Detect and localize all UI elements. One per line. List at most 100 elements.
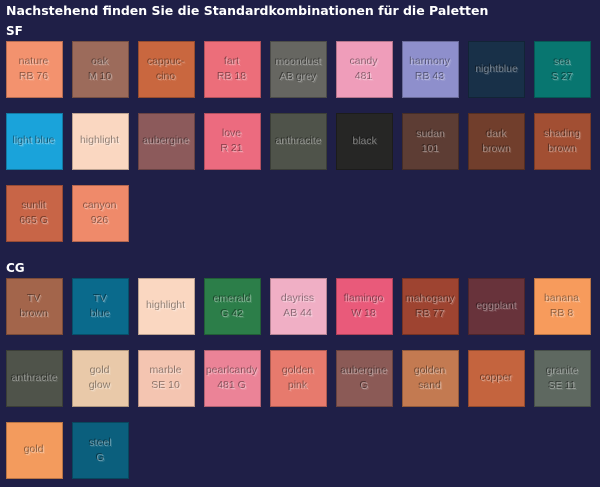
color-swatch[interactable]: banana RB 8	[534, 278, 591, 335]
color-swatch[interactable]: moondust AB grey	[270, 41, 327, 98]
swatch-label-line: TV	[27, 292, 42, 305]
color-swatch[interactable]: golden pink	[270, 350, 327, 407]
swatch-label-line: RB 76	[19, 70, 50, 83]
color-swatch[interactable]: mahogany RB 77	[402, 278, 459, 335]
color-swatch[interactable]: sudan 101	[402, 113, 459, 170]
swatch-label-line: M 10	[88, 70, 113, 83]
swatch-label-line: eggplant	[476, 300, 517, 312]
swatch-label-line: pink	[288, 379, 309, 392]
color-swatch[interactable]: black	[336, 113, 393, 170]
swatch-label-line: 665 G	[20, 214, 49, 227]
color-swatch[interactable]: canyon 926	[72, 185, 129, 242]
swatch-label-line: S 27	[551, 70, 574, 83]
color-swatch[interactable]: copper	[468, 350, 525, 407]
swatch-label-line: golden	[414, 364, 447, 377]
color-swatch[interactable]: light blue	[6, 113, 63, 170]
color-swatch[interactable]: love R 21	[204, 113, 261, 170]
swatch-label-line: SE 11	[548, 379, 577, 392]
swatch-label-line: sea	[554, 55, 571, 68]
color-swatch[interactable]: candy 481	[336, 41, 393, 98]
color-swatch[interactable]: cappuc-cino	[138, 41, 195, 98]
swatch-label: harmony RB 43	[409, 55, 452, 85]
swatch-label: copper	[479, 371, 513, 386]
swatch-label: pearlcandy 481 G	[206, 364, 259, 394]
swatch-label-line: gold	[24, 444, 45, 456]
color-swatch[interactable]: aubergine G	[336, 350, 393, 407]
swatch-label: nightblue	[474, 62, 519, 77]
swatch-label: moondust AB grey	[274, 55, 322, 85]
swatch-label-line: brown	[482, 142, 511, 155]
color-swatch[interactable]: sunlit 665 G	[6, 185, 63, 242]
swatch-grid-cg: TV brown TV blue highlight emerald G 42 dayriss…	[6, 278, 591, 479]
swatch-label-line: G	[96, 451, 105, 464]
swatch-label: golden pink	[282, 364, 316, 394]
color-swatch[interactable]: aubergine	[138, 113, 195, 170]
color-swatch[interactable]: eggplant	[468, 278, 525, 335]
color-swatch[interactable]: gold	[6, 422, 63, 479]
color-swatch[interactable]: steel G	[72, 422, 129, 479]
color-swatch[interactable]: oak M 10	[72, 41, 129, 98]
color-swatch[interactable]: TV blue	[72, 278, 129, 335]
swatch-label-line: sudan	[416, 127, 445, 140]
swatch-label-line: anthracite	[11, 372, 58, 384]
swatch-label: marble SE 10	[149, 364, 183, 394]
swatch-label: TV brown	[19, 292, 50, 322]
color-swatch[interactable]: fart RB 18	[204, 41, 261, 98]
color-swatch[interactable]: golden sand	[402, 350, 459, 407]
swatch-label: sudan 101	[415, 127, 446, 157]
color-swatch[interactable]: nature RB 76	[6, 41, 63, 98]
color-swatch[interactable]: granite SE 11	[534, 350, 591, 407]
color-swatch[interactable]: emerald G 42	[204, 278, 261, 335]
color-swatch[interactable]: pearlcandy 481 G	[204, 350, 261, 407]
swatch-label: highlight	[80, 134, 121, 149]
swatch-label-line: oak	[92, 55, 109, 68]
swatch-label-line: 481	[355, 70, 374, 83]
swatch-label: gold	[24, 443, 46, 458]
color-swatch[interactable]: TV brown	[6, 278, 63, 335]
swatch-label-line: flamingo	[344, 292, 385, 305]
swatch-label-line: AB grey	[279, 70, 318, 83]
swatch-label-line: AB 44	[284, 307, 313, 320]
swatch-label: nature RB 76	[19, 55, 51, 85]
color-swatch[interactable]: shading brown	[534, 113, 591, 170]
swatch-label: dark brown	[481, 127, 512, 157]
color-swatch[interactable]: nightblue	[468, 41, 525, 98]
swatch-label: gold glow	[89, 364, 113, 394]
swatch-label-line: 926	[91, 214, 110, 227]
swatch-label-line: brown	[548, 142, 577, 155]
color-swatch[interactable]: anthracite	[270, 113, 327, 170]
color-swatch[interactable]: sea S 27	[534, 41, 591, 98]
swatch-label: sea S 27	[551, 55, 575, 85]
swatch-label: emerald G 42	[213, 292, 253, 322]
swatch-label-line: 481 G	[218, 379, 247, 392]
swatch-label: anthracite	[274, 134, 322, 149]
swatch-label-line: brown	[20, 307, 49, 320]
swatch-label-line: cino	[156, 70, 177, 83]
swatch-label-line: glow	[89, 379, 112, 392]
swatch-label: dayriss AB 44	[281, 292, 316, 322]
swatch-label: oak M 10	[88, 55, 113, 85]
color-swatch[interactable]: harmony RB 43	[402, 41, 459, 98]
swatch-label: flamingo W 18	[344, 292, 386, 322]
color-swatch[interactable]: highlight	[138, 278, 195, 335]
swatch-label: anthracite	[10, 371, 58, 386]
color-swatch[interactable]: dark brown	[468, 113, 525, 170]
swatch-label-line: RB 43	[415, 70, 446, 83]
swatch-label: highlight	[146, 299, 187, 314]
color-swatch[interactable]: flamingo W 18	[336, 278, 393, 335]
color-swatch[interactable]: highlight	[72, 113, 129, 170]
swatch-label-line: mahogany	[405, 292, 456, 305]
swatch-grid-sf: nature RB 76 oak M 10 cappuc-cino fart RB 18 mo…	[6, 41, 591, 242]
section-label-sf: SF	[6, 24, 23, 38]
swatch-label-line: moondust	[275, 55, 322, 68]
color-swatch[interactable]: marble SE 10	[138, 350, 195, 407]
color-swatch[interactable]: anthracite	[6, 350, 63, 407]
swatch-label-line: G 42	[221, 307, 244, 320]
swatch-label-line: RB 77	[415, 307, 446, 320]
color-swatch[interactable]: gold glow	[72, 350, 129, 407]
swatch-label-line: R 21	[221, 142, 244, 155]
color-swatch[interactable]: dayriss AB 44	[270, 278, 327, 335]
swatch-label-line: steel	[89, 436, 112, 449]
swatch-label-line: banana	[544, 292, 581, 305]
swatch-label-line: nature	[19, 55, 50, 68]
